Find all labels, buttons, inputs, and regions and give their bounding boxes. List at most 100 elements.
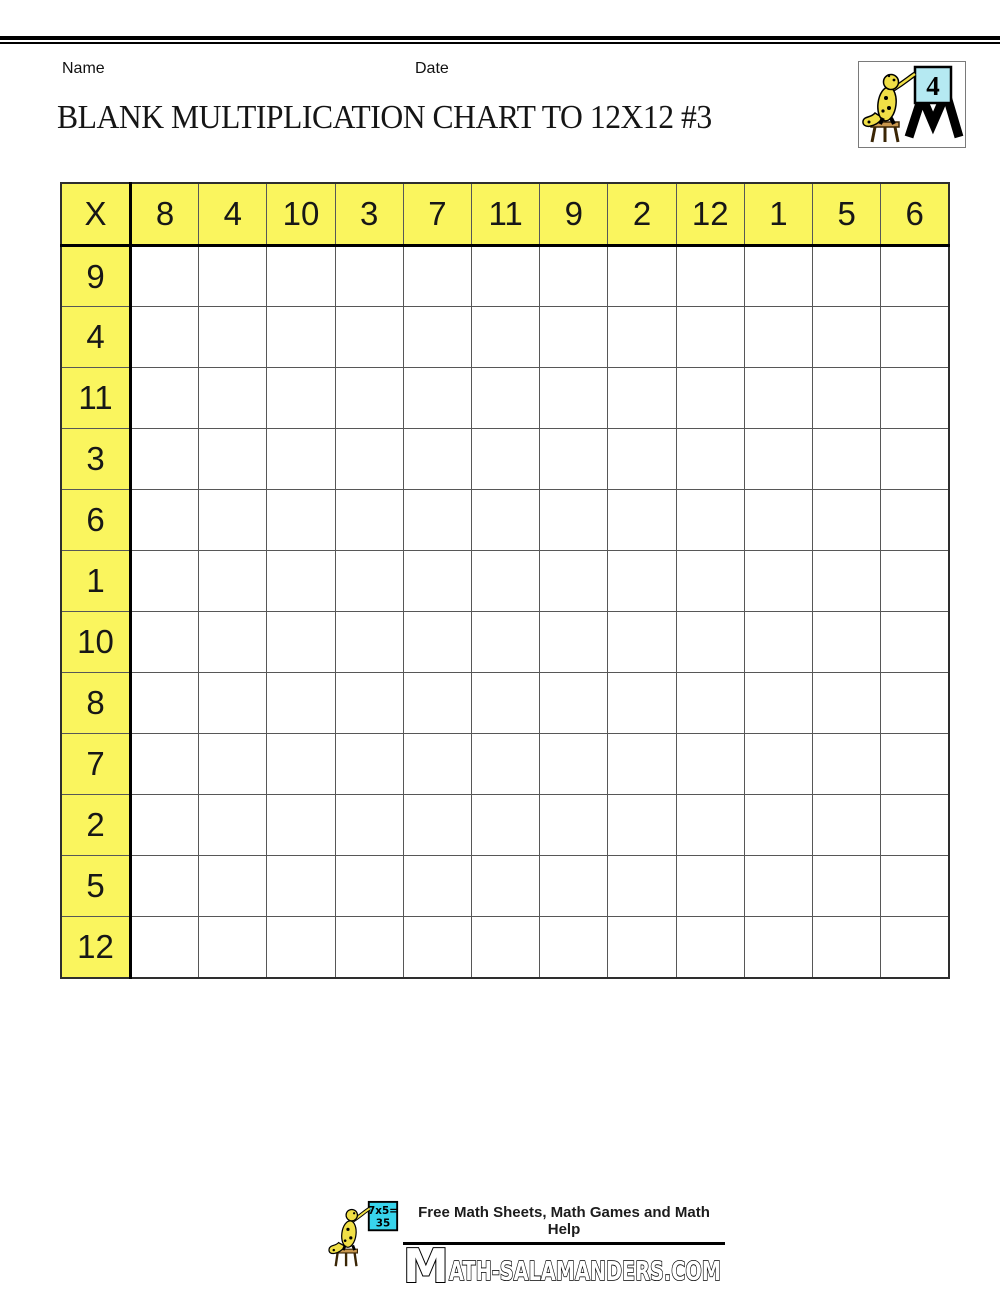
row-header-cell: 12 (60, 916, 132, 978)
grid-cell (402, 733, 473, 795)
grid-cell (198, 672, 268, 734)
grid-cell (266, 367, 336, 429)
col-header-cell: 10 (266, 182, 336, 247)
grid-cell (880, 550, 950, 612)
grid-cell (880, 367, 950, 429)
grid-cell (812, 306, 882, 368)
grid-cell (402, 672, 473, 734)
grid-cell (129, 611, 200, 673)
grid-cell (471, 367, 541, 429)
grid-cell (675, 306, 745, 368)
grid-cell (402, 916, 473, 978)
name-label: Name (62, 60, 105, 77)
grid-cell (402, 855, 473, 917)
grid-cell (402, 367, 473, 429)
grid-cell (402, 550, 473, 612)
grid-cell (334, 306, 404, 368)
grid-cell (334, 428, 404, 490)
footer-rule (403, 1242, 725, 1245)
grid-cell (266, 855, 336, 917)
m-logo-icon (904, 79, 964, 139)
grid-cell (607, 733, 677, 795)
grid-cell (198, 855, 268, 917)
grid-cell (266, 306, 336, 368)
col-header-cell: 12 (675, 182, 745, 247)
grid-cell (471, 245, 541, 307)
grid-cell (198, 611, 268, 673)
grid-cell (880, 611, 950, 673)
grid-cell (266, 428, 336, 490)
footer-tagline: Free Math Sheets, Math Games and Math He… (418, 1204, 710, 1238)
grid-cell (129, 672, 200, 734)
col-header-cell: 8 (129, 182, 200, 247)
grid-cell (607, 245, 677, 307)
grid-cell (743, 489, 814, 551)
grid-cell (675, 916, 745, 978)
grid-cell (402, 245, 473, 307)
grid-cell (198, 733, 268, 795)
grid-cell (129, 550, 200, 612)
salamander-logo-icon: 4 (862, 65, 964, 143)
grid-cell (266, 611, 336, 673)
grid-cell (607, 611, 677, 673)
grid-cell (812, 855, 882, 917)
grid-cell (402, 306, 473, 368)
grid-cell (266, 916, 336, 978)
grid-cell (675, 794, 745, 856)
grid-cell (812, 489, 882, 551)
row-header-cell: 9 (60, 245, 132, 307)
footer-branding: 7x5= 35 (327, 1196, 725, 1286)
grid-cell (607, 916, 677, 978)
col-header-cell: 11 (471, 182, 541, 247)
grid-cell (812, 916, 882, 978)
grid-cell (402, 794, 473, 856)
grid-cell (129, 367, 200, 429)
multiplication-grid: X 8 4 10 3 7 11 9 2 12 1 5 6 9 4 11 3 6 1 10 8 7 2 5 12 (60, 182, 950, 979)
grid-cell (471, 794, 541, 856)
footer-sign (367, 1200, 399, 1232)
grid-cell (334, 550, 404, 612)
grid-cell (539, 794, 609, 856)
top-divider-rule (0, 36, 1000, 44)
grid-cell (402, 489, 473, 551)
grid-cell (812, 733, 882, 795)
number-sign (913, 65, 953, 105)
grid-cell (334, 733, 404, 795)
grid-cell (880, 916, 950, 978)
grid-cell (402, 428, 473, 490)
grid-cell (539, 367, 609, 429)
grid-cell (607, 794, 677, 856)
grid-cell (266, 794, 336, 856)
grid-cell (129, 489, 200, 551)
grid-cell (675, 611, 745, 673)
grid-cell (880, 672, 950, 734)
row-header-cell: 1 (60, 550, 132, 612)
grid-cell (334, 672, 404, 734)
grid-cell (471, 428, 541, 490)
grid-cell (129, 428, 200, 490)
grid-cell (198, 428, 268, 490)
grid-cell (539, 550, 609, 612)
grid-cell (743, 672, 814, 734)
grid-cell (743, 916, 814, 978)
col-header-cell: 3 (334, 182, 404, 247)
grid-cell (607, 306, 677, 368)
grid-cell (471, 855, 541, 917)
grid-cell (607, 428, 677, 490)
grid-cell (198, 306, 268, 368)
grid-cell (743, 550, 814, 612)
row-header-cell: 2 (60, 794, 132, 856)
grid-cell (675, 733, 745, 795)
grid-cell (266, 489, 336, 551)
grid-cell (471, 306, 541, 368)
grid-cell (607, 855, 677, 917)
grid-cell (471, 611, 541, 673)
grid-cell (880, 306, 950, 368)
grid-cell (812, 428, 882, 490)
grid-cell (266, 672, 336, 734)
col-header-cell: 6 (880, 182, 950, 247)
row-header-cell: 8 (60, 672, 132, 734)
row-header-cell: 3 (60, 428, 132, 490)
grid-cell (880, 428, 950, 490)
